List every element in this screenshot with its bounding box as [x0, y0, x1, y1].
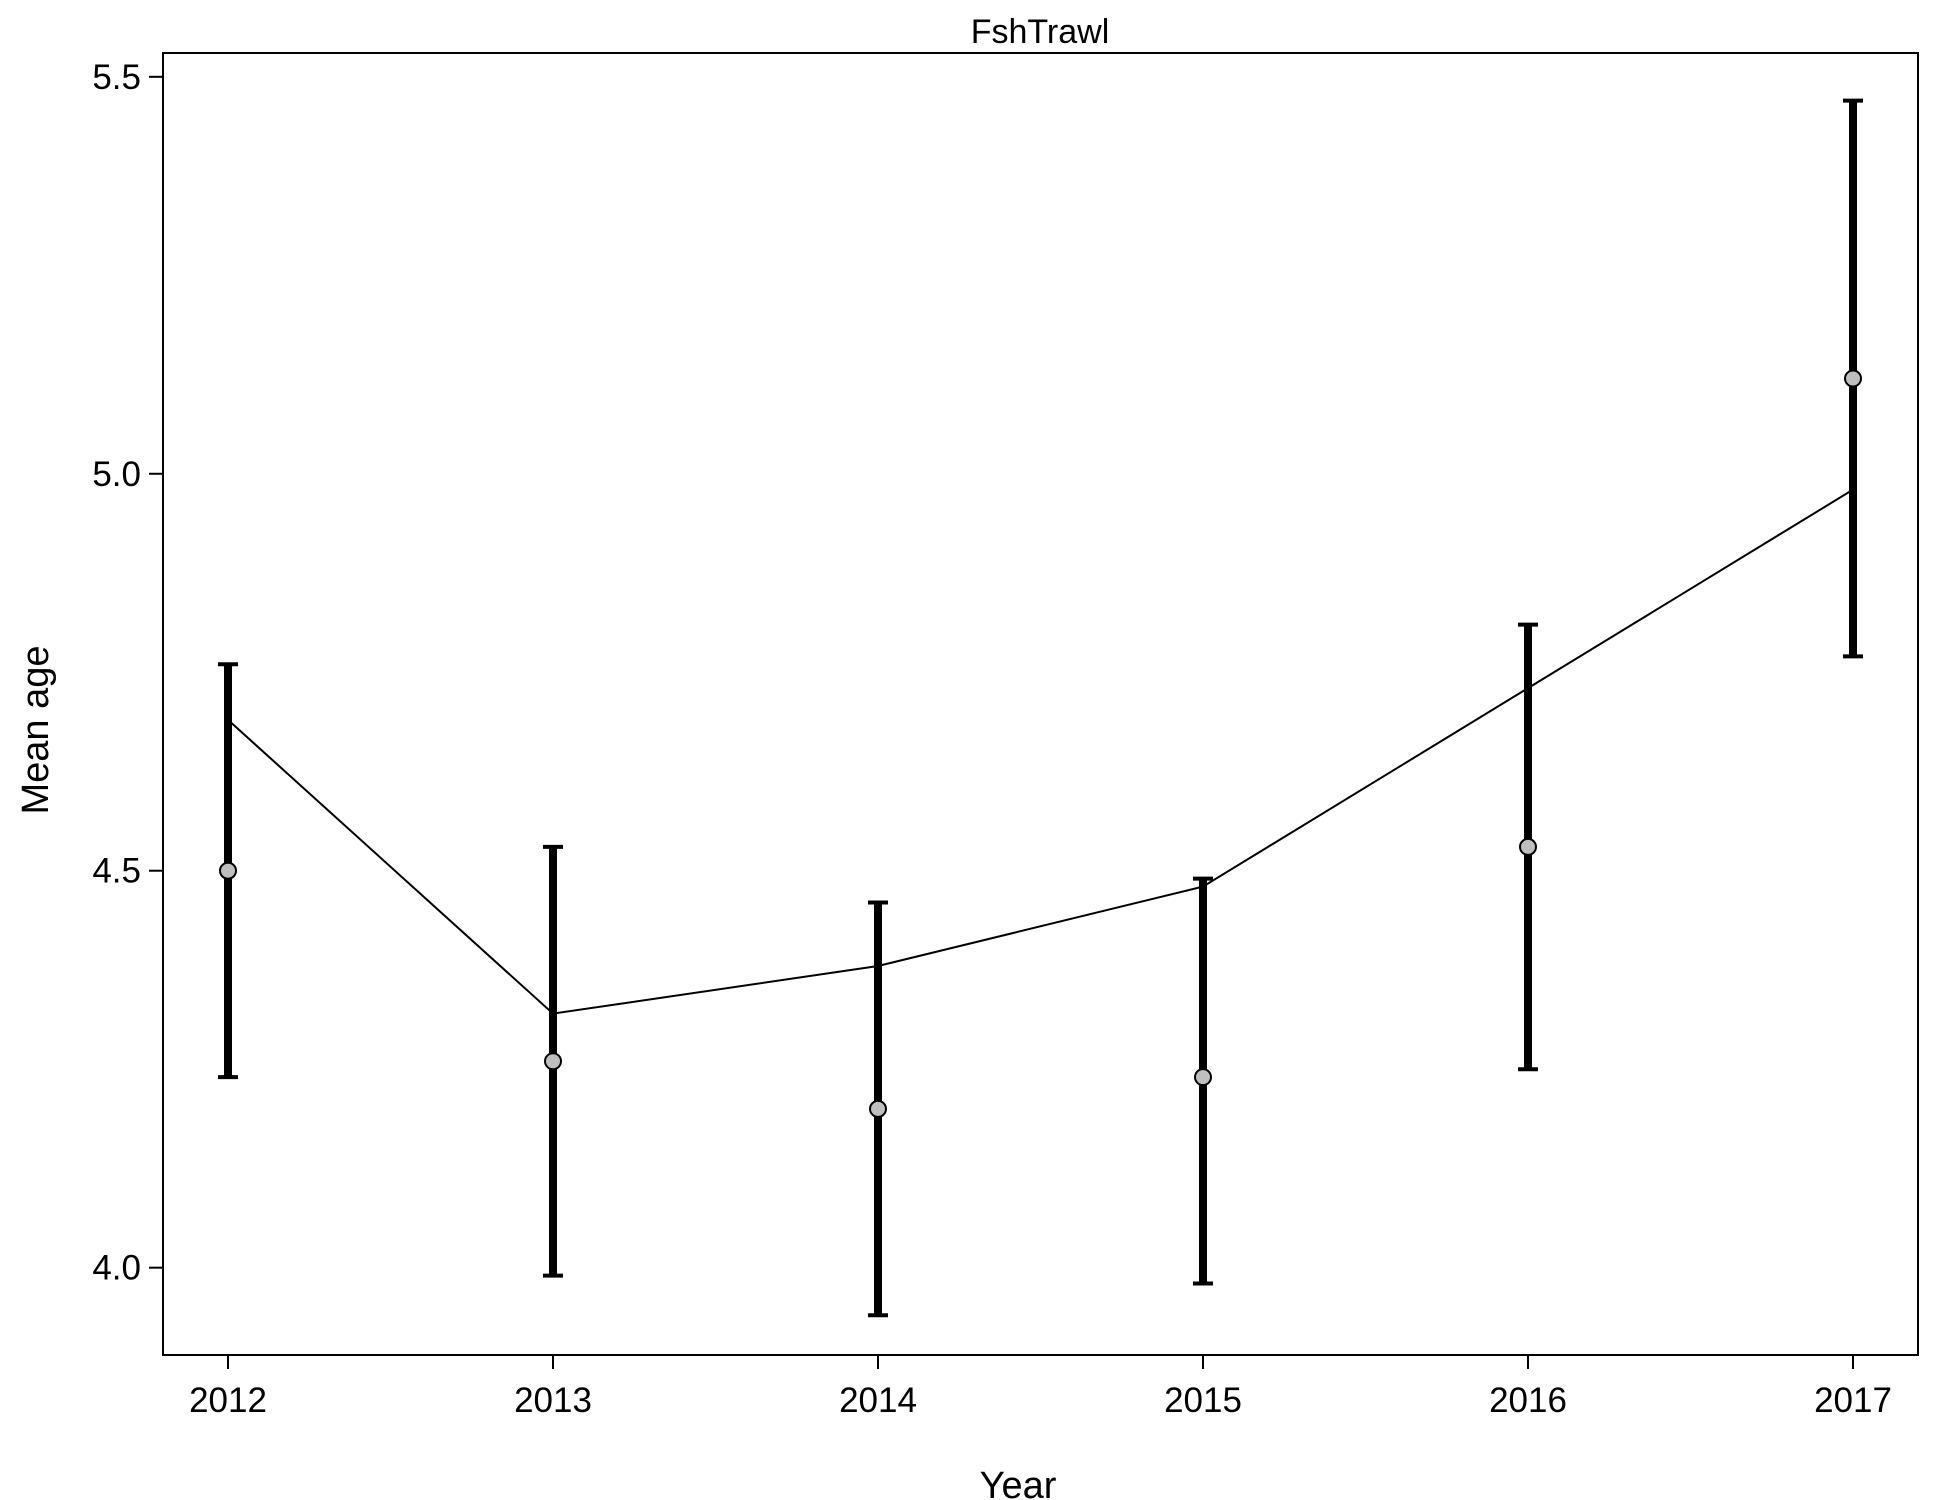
x-tick-label: 2017	[1814, 1381, 1892, 1420]
observed-point	[1519, 837, 1537, 856]
y-axis-label: Mean age	[15, 645, 57, 814]
expected-line-layer	[227, 488, 1854, 1015]
y-tick-label: 5.0	[92, 455, 141, 494]
observed-point	[219, 861, 237, 880]
x-tick-label: 2012	[189, 1381, 267, 1420]
y-tick-label: 5.5	[92, 58, 141, 97]
x-tick-label: 2014	[839, 1381, 917, 1420]
observed-points	[219, 369, 1862, 1118]
x-tick-label: 2015	[1164, 1381, 1242, 1420]
plot-frame	[162, 52, 1919, 1356]
x-tick-label: 2013	[514, 1381, 592, 1420]
observed-point	[1844, 369, 1862, 388]
x-axis: 2012 2013 2014 2015 2016 2017	[189, 1355, 1892, 1420]
x-tick-label: 2016	[1489, 1381, 1567, 1420]
y-tick-label: 4.5	[92, 852, 141, 891]
observed-point	[544, 1052, 562, 1071]
x-axis-label: Year	[980, 1465, 1057, 1500]
error-bars	[218, 98, 1863, 1318]
y-axis: 4.0 4.5 5.0 5.5	[92, 58, 163, 1288]
chart-title: FshTrawl	[971, 13, 1110, 51]
y-tick-label: 4.0	[92, 1249, 141, 1288]
expected-line	[227, 488, 1854, 1015]
observed-point	[869, 1099, 887, 1118]
observed-point	[1194, 1068, 1212, 1087]
